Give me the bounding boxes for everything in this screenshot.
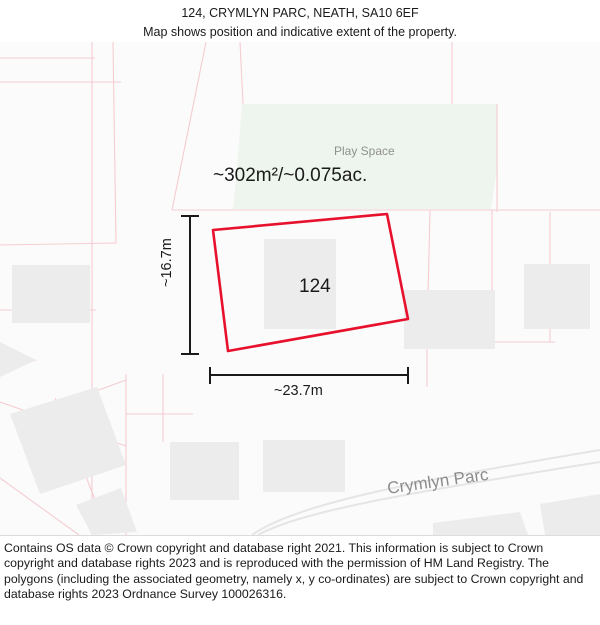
parcel-boundaries bbox=[0, 42, 600, 535]
height-dimension-line bbox=[181, 215, 199, 355]
page-subtitle: Map shows position and indicative extent… bbox=[143, 25, 457, 39]
road-lines bbox=[251, 449, 600, 535]
plot-area-label: ~302m²/~0.075ac. bbox=[213, 165, 368, 186]
plot-width-label: ~23.7m bbox=[274, 383, 323, 399]
play-space-label: Play Space bbox=[334, 144, 395, 158]
plot-number-label: 124 bbox=[299, 276, 331, 297]
play-space-area-2 bbox=[233, 169, 497, 209]
page-title: 124, CRYMLYN PARC, NEATH, SA10 6EF bbox=[181, 6, 419, 20]
play-space-area bbox=[237, 104, 497, 169]
copyright-footer: Contains OS data © Crown copyright and d… bbox=[0, 535, 600, 625]
property-plot-outline[interactable] bbox=[211, 212, 410, 353]
map-canvas[interactable]: Play Space Crymlyn Parc ~302m²/~0.075ac.… bbox=[0, 42, 600, 535]
page-header: 124, CRYMLYN PARC, NEATH, SA10 6EF Map s… bbox=[0, 0, 600, 42]
copyright-text: Contains OS data © Crown copyright and d… bbox=[4, 541, 584, 602]
plot-height-label: ~16.7m bbox=[159, 238, 175, 287]
width-dimension-line bbox=[209, 367, 409, 384]
building-footprints bbox=[0, 239, 600, 535]
map-vector-layer bbox=[0, 42, 600, 535]
